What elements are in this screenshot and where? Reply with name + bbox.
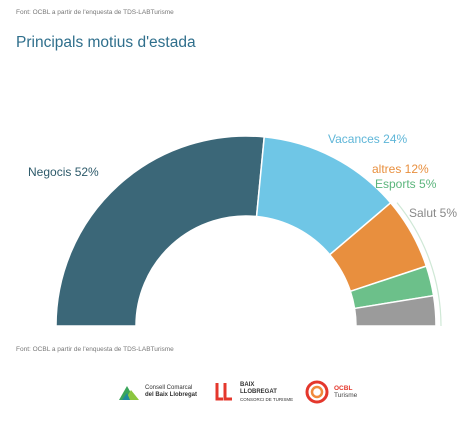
ccbl-mountain-logo-icon [119,386,139,400]
slice-salut [353,294,437,327]
bll-line1: BAIX [240,381,255,388]
ocbl-swirl-logo-icon [305,380,329,404]
bll-line3: CONSORCI DE TURISME [240,396,294,402]
ocbl-line1: OCBL [334,385,353,392]
ccbl-line2: del Baix Llobregat [145,392,198,398]
bll-line2: LLOBREGAT [240,388,277,395]
ocbl-logo: OCBL Turisme [304,372,357,412]
ll-logo-icon [215,383,232,401]
chart-title: Principals motius d'estada [16,34,196,51]
label-salut: Salut 5% [409,206,457,220]
source-note-top: Font: OCBL a partir de l'enquesta de TDS… [16,9,174,16]
logos-footer: Consell Comarcal del Baix Llobregat BAIX… [0,372,471,412]
slice-negocis [55,135,266,327]
ccbl-logo: Consell Comarcal del Baix Llobregat [117,372,197,412]
label-altres: altres 12% [372,162,429,176]
ocbl-line2: Turisme [334,392,358,399]
semi-donut-chart: Negocis 52% Vacances 24% altres 12%Esports… [28,132,457,327]
slice-guide-arc [396,202,442,327]
label-negocis: Negocis 52% [28,165,99,179]
label-vacances: Vacances 24% [328,132,407,146]
ccbl-line1: Consell Comarcal [145,385,193,391]
bll-logo: BAIX LLOBREGAT CONSORCI DE TURISME [214,372,293,412]
label-esports: Esports 5% [375,177,437,191]
source-note-bottom: Font: OCBL a partir de l'enquesta de TDS… [16,346,174,353]
